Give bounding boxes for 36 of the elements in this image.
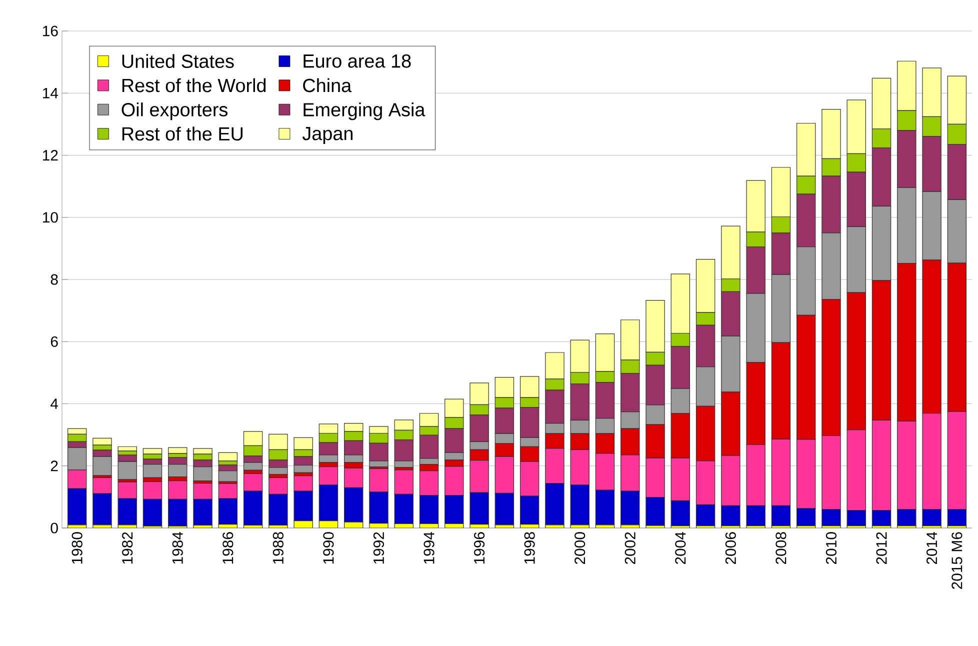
x-tick-label: 1988 [272,532,284,564]
x-tick-label: 1996 [474,532,485,564]
x-tick-label: 1984 [172,532,183,564]
legend-label: China [303,78,352,92]
x-tick-label: 1980 [72,532,82,564]
legend-label: Rest of the EU [122,126,243,141]
x-tick-label: 2006 [725,532,736,564]
legend-label: Rest of the World [122,78,266,92]
x-tick-label: 1986 [222,532,234,564]
x-tick-label: 2010 [826,532,837,564]
y-tick-label: 12 [43,150,58,160]
legend-label: Euro area 18 [304,54,411,68]
y-tick-label: 6 [50,336,58,347]
legend-label: Japan [302,127,352,144]
y-tick-label: 16 [43,26,58,36]
x-tick-label: 1992 [373,532,384,564]
y-tick-label: 4 [50,398,58,409]
legend-label: Oil exporters [122,102,228,120]
x-tick-label: 1982 [122,532,133,564]
y-tick-label: 2 [50,460,58,472]
x-tick-label: 2012 [876,532,887,564]
x-tick-label: 2004 [675,532,686,564]
x-tick-label: 2014 [926,532,938,564]
x-tick-label: 1998 [524,532,535,564]
y-tick-label: 0 [50,522,58,534]
y-tick-label: 10 [43,212,58,223]
x-tick-label: 2000 [574,532,586,564]
x-tick-label: 2002 [624,532,636,564]
x-tick-label: 2008 [776,532,786,564]
y-tick-label: 8 [50,274,58,285]
x-tick-label: 1990 [323,532,334,564]
x-tick-label: 2015 M6 [952,532,962,589]
legend-label: Emerging Asia [304,102,426,120]
legend-label: United States [122,54,234,68]
x-tick-label: 1994 [424,532,434,564]
y-tick-label: 14 [43,88,58,98]
